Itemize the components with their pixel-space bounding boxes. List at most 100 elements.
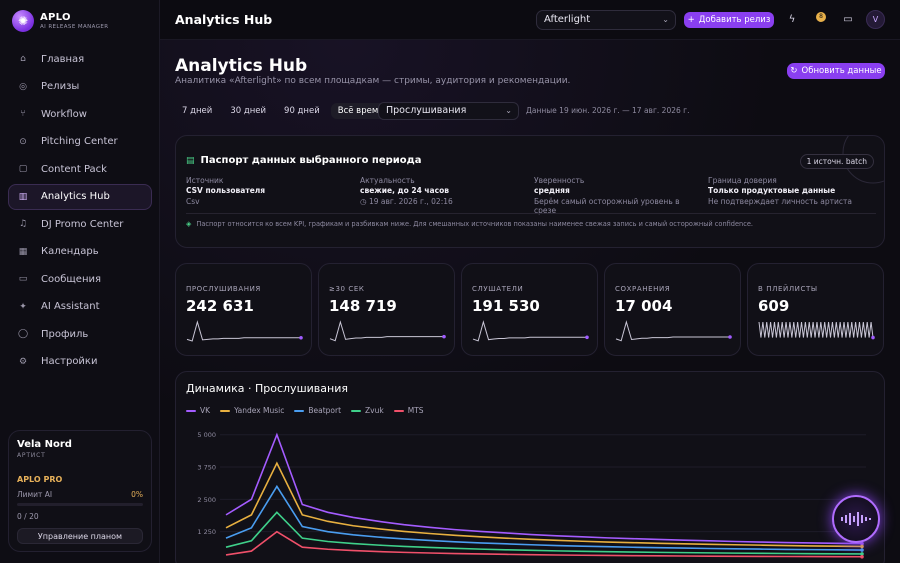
sparkline-endpoint — [728, 335, 732, 339]
metric-select[interactable]: Прослушивания ⌄ — [378, 102, 519, 120]
avatar[interactable]: V — [866, 10, 885, 29]
sidebar-item-settings[interactable]: ⚙ Настройки — [8, 349, 152, 375]
add-release-label: Добавить релиз — [698, 15, 771, 25]
sidebar-item-label: Главная — [41, 53, 85, 65]
manage-plan-button[interactable]: Управление планом — [17, 528, 143, 544]
sidebar-item-calendar[interactable]: ▦ Календарь — [8, 239, 152, 265]
sidebar-item-releases[interactable]: ◎ Релизы — [8, 74, 152, 100]
sidebar-item-label: Analytics Hub — [41, 191, 110, 202]
sidebar-item-analytics[interactable]: ▥ Analytics Hub — [8, 183, 152, 210]
database-icon: ▤ — [186, 155, 195, 166]
legend-swatch — [351, 409, 362, 412]
sparkline-path — [186, 320, 301, 342]
kpi-card-listeners[interactable]: СЛУШАТЕЛИ 191 530 — [461, 263, 598, 356]
home-icon: ⌂ — [20, 54, 26, 64]
legend-swatch — [220, 409, 231, 412]
disc-icon: ◎ — [19, 81, 27, 92]
sparkline-endpoint — [871, 335, 875, 340]
tab-7-days[interactable]: 7 дней — [182, 106, 213, 116]
series-line-0 — [225, 432, 863, 545]
package-icon: ▢ — [18, 164, 28, 174]
kpi-sparkline — [329, 320, 446, 342]
passport-freshness-value: свежие, до 24 часов — [360, 186, 449, 195]
passport-confidence-value: средняя — [534, 186, 570, 195]
legend-label: VK — [200, 406, 211, 415]
passport-source-value: CSV пользователя — [186, 186, 266, 195]
kpi-card-playlists[interactable]: В ПЛЕЙЛИСТЫ 609 — [747, 263, 884, 356]
kpi-label: ≥30 СЕК — [329, 285, 365, 293]
kpi-value: 609 — [758, 297, 790, 315]
y-tick-label: 1 250 — [197, 528, 216, 536]
legend-item-vk[interactable]: VK — [186, 406, 210, 415]
kpi-label: В ПЛЕЙЛИСТЫ — [758, 285, 818, 293]
limit-percent: 0% — [131, 490, 143, 499]
sidebar-item-content-pack[interactable]: ▢ Content Pack — [8, 156, 152, 182]
legend-swatch — [294, 409, 305, 412]
chart-legend: VK Yandex Music Beatport Zvuk MTS — [186, 406, 434, 415]
chat-icon[interactable]: ▭ — [843, 14, 853, 25]
passport-decor — [842, 136, 884, 184]
legend-item-zvuk[interactable]: Zvuk — [351, 406, 384, 415]
kpi-label: ПРОСЛУШИВАНИЯ — [186, 285, 261, 293]
tab-all-time[interactable]: Всё время — [330, 103, 391, 119]
passport-confidence: Уверенность средняя Берём самый осторожн… — [534, 176, 704, 215]
passport-freshness-label: Актуальность — [360, 176, 415, 185]
metric-select-value: Прослушивания — [386, 105, 467, 116]
main-content: Analytics Hub Аналитика «Afterlight» по … — [160, 40, 900, 563]
sparkline-path — [758, 321, 874, 338]
legend-label: MTS — [407, 406, 424, 415]
sidebar-item-home[interactable]: ⌂ Главная — [8, 46, 152, 72]
kpi-label: СЛУШАТЕЛИ — [472, 285, 524, 293]
y-tick-label: 5 000 — [197, 431, 216, 439]
passport-trust-note: Не подтверждает личность артиста — [708, 197, 852, 206]
sparkline-path — [472, 320, 587, 342]
sidebar-item-messages[interactable]: ▭ Сообщения — [8, 266, 152, 292]
sidebar-item-pitching[interactable]: ⊙ Pitching Center — [8, 129, 152, 155]
chart-title: Динамика · Прослушивания — [186, 382, 348, 395]
passport-trust: Граница доверия Только продуктовые данны… — [708, 176, 878, 206]
legend-swatch — [393, 409, 404, 412]
sparkline-path — [329, 320, 444, 342]
brand-name: APLO — [40, 11, 71, 23]
kpi-value: 242 631 — [186, 297, 254, 315]
refresh-data-button[interactable]: ↻ Обновить данные — [787, 63, 885, 79]
sidebar-item-ai-assistant[interactable]: ✦ AI Assistant — [8, 294, 152, 320]
sparkline-path — [615, 320, 730, 342]
y-tick-label: 3 750 — [197, 464, 216, 472]
brand[interactable]: ✺ APLO AI RELEASE MANAGER — [12, 10, 109, 32]
ai-assistant-fab[interactable] — [832, 495, 880, 543]
series-line-3 — [225, 511, 863, 555]
passport-trust-label: Граница доверия — [708, 176, 777, 185]
sparkline-endpoint — [585, 335, 589, 340]
kpi-sparkline — [186, 320, 303, 342]
legend-swatch — [186, 409, 196, 412]
legend-label: Beatport — [308, 406, 342, 415]
release-select-value: Afterlight — [544, 14, 591, 25]
passport-confidence-note: Берём самый осторожный уровень в срезе — [534, 197, 680, 215]
add-release-button[interactable]: + Добавить релиз — [684, 12, 774, 28]
tab-90-days[interactable]: 90 дней — [284, 106, 320, 116]
sidebar-item-workflow[interactable]: ⑂ Workflow — [8, 101, 152, 127]
tab-30-days[interactable]: 30 дней — [230, 106, 267, 116]
sidebar-item-label: Content Pack — [41, 163, 107, 175]
page-title: Analytics Hub — [175, 56, 308, 76]
sidebar-item-dj-promo[interactable]: ♫ DJ Promo Center — [8, 211, 152, 237]
series-line-1 — [225, 461, 863, 548]
kpi-card-saves[interactable]: СОХРАНЕНИЯ 17 004 — [604, 263, 741, 356]
lightning-icon[interactable]: ϟ — [788, 14, 796, 25]
passport-freshness-note: ◷ 19 авг. 2026 г., 02:16 — [360, 197, 530, 206]
passport-source: Источник CSV пользователя Csv — [186, 176, 356, 206]
kpi-value: 17 004 — [615, 297, 673, 315]
kpi-card-plays[interactable]: ПРОСЛУШИВАНИЯ 242 631 — [175, 263, 312, 356]
series-end-point-0 — [860, 541, 864, 546]
release-select[interactable]: Afterlight ⌄ — [536, 10, 676, 30]
kpi-card-30sec[interactable]: ≥30 СЕК 148 719 — [318, 263, 455, 356]
legend-item-yandex[interactable]: Yandex Music — [220, 406, 284, 415]
sparkline-endpoint — [442, 334, 446, 339]
series-line-2 — [225, 484, 863, 551]
sidebar-item-profile[interactable]: ◯ Профиль — [8, 321, 152, 347]
sidebar-item-label: DJ Promo Center — [41, 218, 124, 230]
legend-item-mts[interactable]: MTS — [393, 406, 424, 415]
legend-item-beatport[interactable]: Beatport — [294, 406, 341, 415]
gear-icon: ⚙ — [18, 356, 28, 367]
